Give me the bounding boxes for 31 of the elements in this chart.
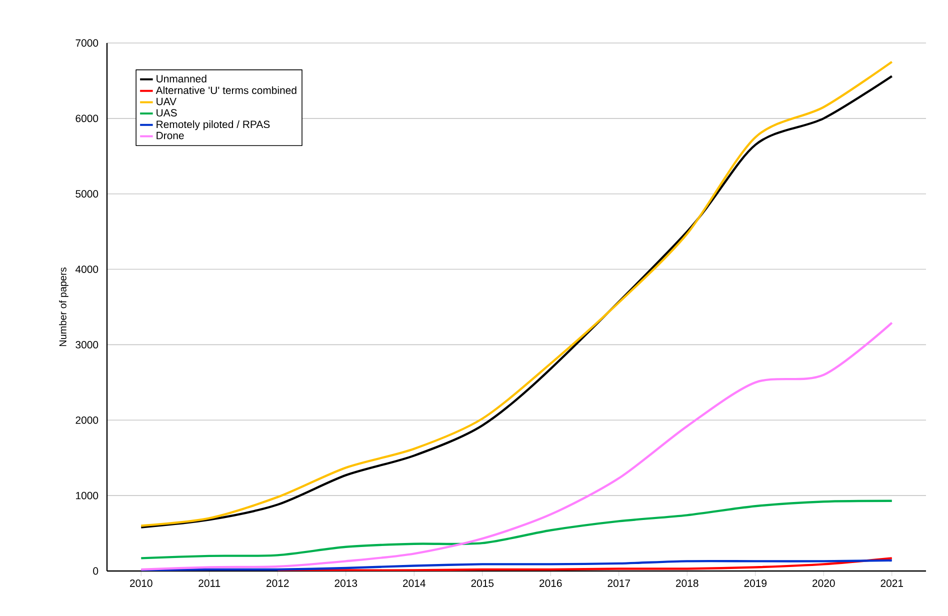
- y-tick-label: 1000: [76, 492, 98, 500]
- legend-label: Remotely piloted / RPAS: [156, 120, 270, 130]
- legend-label: Unmanned: [156, 74, 206, 82]
- legend-label: UAV: [156, 98, 176, 106]
- x-tick-label: 2012: [266, 580, 289, 587]
- x-tick-label: 2021: [880, 580, 903, 587]
- y-tick-label: 0: [93, 567, 98, 575]
- y-tick-label: 5000: [76, 190, 98, 198]
- y-tick-label: 3000: [76, 341, 98, 348]
- x-tick-label: 2017: [608, 580, 630, 587]
- line-series: [140, 500, 893, 560]
- line-series: [140, 322, 893, 571]
- y-tick-label: 6000: [76, 114, 98, 122]
- x-tick-label: 2010: [130, 580, 152, 587]
- x-tick-label: 2013: [334, 580, 358, 587]
- y-tick-label: 4000: [75, 266, 98, 273]
- x-tick-label: 2016: [540, 580, 562, 587]
- line-series: [140, 559, 893, 571]
- x-tick-label: 2011: [198, 580, 220, 587]
- legend-label: UAS: [156, 109, 177, 116]
- x-tick-label: 2014: [403, 580, 426, 587]
- legend-label: Drone: [156, 132, 184, 140]
- x-tick-label: 2015: [471, 580, 494, 587]
- y-tick-label: 7000: [76, 39, 98, 47]
- x-tick-label: 2019: [744, 580, 767, 587]
- y-axis-title: Number of papers: [59, 268, 68, 346]
- x-tick-label: 2020: [812, 580, 835, 587]
- x-tick-label: 2018: [676, 580, 698, 587]
- line-series: [276, 557, 893, 571]
- legend-label: Alternative 'U' terms combined: [156, 86, 296, 94]
- y-tick-label: 2000: [76, 416, 98, 424]
